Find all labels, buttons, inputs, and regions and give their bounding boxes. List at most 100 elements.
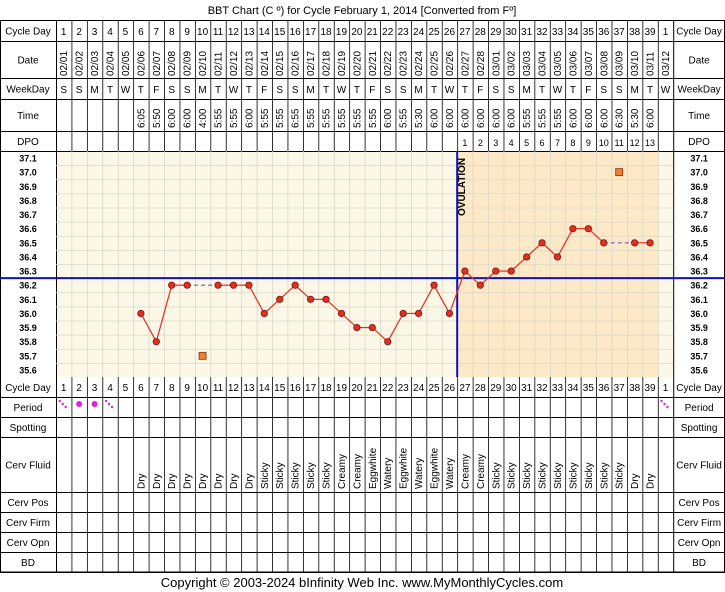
- cerv-fluid-cell: Sticky: [522, 462, 533, 489]
- period-spotting-dot: [107, 402, 111, 406]
- dpo-cell: 1: [462, 138, 467, 148]
- y-tick-label: 36.6: [19, 224, 37, 234]
- cycle-day-cell: 31: [521, 383, 533, 394]
- weekday-cell: S: [76, 85, 83, 96]
- cycle-day-cell: 20: [351, 383, 363, 394]
- time-cell: 6:55: [291, 108, 302, 128]
- dpo-cell: 4: [509, 138, 514, 148]
- cycle-day-cell: 24: [413, 383, 425, 394]
- cycle-day-cell: 7: [154, 27, 160, 38]
- cycle-day-cell: 5: [123, 27, 129, 38]
- date-cell: 02/27: [460, 51, 471, 76]
- row-label-left-dpo: DPO: [17, 137, 39, 148]
- y-tick-label: 36.4: [19, 252, 37, 262]
- weekday-cell: M: [90, 85, 98, 96]
- cycle-day-cell: 26: [444, 383, 456, 394]
- cerv-fluid-cell: Dry: [167, 473, 178, 489]
- time-cell: 6:00: [430, 108, 441, 128]
- date-cell: 03/08: [599, 51, 610, 76]
- weekday-cell: W: [337, 85, 347, 96]
- cerv-fluid-cell: Creamy: [460, 454, 471, 489]
- row-label-right-cycle-day: Cycle Day: [676, 383, 722, 394]
- temperature-point: [384, 338, 392, 346]
- row-label-right-cycle-day: Cycle Day: [676, 27, 722, 38]
- cycle-day-cell: 4: [107, 27, 113, 38]
- cerv-fluid-cell: Sticky: [584, 462, 595, 489]
- period-spotting-dot: [110, 405, 114, 409]
- temperature-point: [584, 225, 592, 233]
- cycle-day-cell: 15: [274, 383, 286, 394]
- discarded-temperature-point: [198, 351, 207, 360]
- cycle-day-cell: 16: [290, 27, 302, 38]
- y-tick-label: 36.9: [19, 182, 37, 192]
- time-cell: 6:00: [476, 108, 487, 128]
- time-cell: 5:55: [553, 108, 564, 128]
- cycle-day-cell: 5: [123, 383, 129, 394]
- temperature-segment: [448, 270, 466, 314]
- cycle-day-cell: 10: [197, 383, 209, 394]
- y-tick-label: 36.6: [690, 224, 708, 234]
- cycle-day-cell: 6: [138, 383, 144, 394]
- time-cell: 6:00: [507, 108, 518, 128]
- cycle-day-cell: 1: [663, 383, 669, 394]
- period-spotting-dot: [666, 405, 669, 409]
- temperature-segment: [418, 284, 435, 314]
- time-cell: 5:30: [630, 108, 641, 128]
- y-tick-label: 36.3: [690, 267, 708, 277]
- cycle-day-cell: 21: [367, 383, 379, 394]
- luteal-phase-area: [457, 151, 658, 377]
- time-cell: 5:30: [414, 108, 425, 128]
- cycle-day-cell: 33: [552, 383, 564, 394]
- time-cell: 5:55: [214, 108, 225, 128]
- time-cell: 6:00: [183, 108, 194, 128]
- time-cell: 5:55: [275, 108, 286, 128]
- date-cell: 03/05: [553, 51, 564, 76]
- date-cell: 02/22: [383, 51, 394, 76]
- time-cell: 5:55: [352, 108, 363, 128]
- temperature-segment: [140, 313, 157, 342]
- date-cell: 02/18: [322, 51, 333, 76]
- temperature-point: [214, 281, 222, 289]
- row-label-right-cerv-pos: Cerv Pos: [679, 498, 720, 509]
- cerv-fluid-cell: Dry: [152, 473, 163, 489]
- cycle-day-cell: 4: [107, 383, 113, 394]
- time-cell: 5:55: [522, 108, 533, 128]
- cycle-day-cell: 28: [475, 383, 487, 394]
- row-label-left-cerv-pos: Cerv Pos: [7, 498, 48, 509]
- weekday-cell: S: [184, 85, 191, 96]
- ovulation-label: OVULATION: [457, 158, 468, 216]
- cycle-day-cell: 27: [459, 27, 471, 38]
- time-cell: 5:50: [152, 108, 163, 128]
- y-tick-label: 35.9: [690, 323, 708, 333]
- time-cell: 6:00: [445, 108, 456, 128]
- temperature-point: [492, 267, 500, 275]
- cycle-day-cell: 22: [382, 383, 394, 394]
- row-label-right-date: Date: [689, 56, 711, 67]
- weekday-cell: T: [323, 85, 329, 96]
- cerv-fluid-cell: Creamy: [352, 454, 363, 489]
- cycle-day-cell: 10: [197, 27, 209, 38]
- cerv-fluid-cell: Dry: [183, 473, 194, 489]
- y-tick-label: 36.1: [690, 295, 708, 305]
- temperature-point: [291, 281, 299, 289]
- row-label-left-weekday: WeekDay: [6, 85, 49, 96]
- y-tick-label: 35.9: [19, 323, 37, 333]
- date-cell: 02/03: [90, 51, 101, 76]
- cycle-day-cell: 39: [644, 383, 656, 394]
- dpo-cell: 10: [599, 138, 609, 148]
- dpo-cell: 8: [570, 138, 575, 148]
- cycle-day-cell: 8: [169, 27, 175, 38]
- cycle-day-cell: 27: [459, 383, 471, 394]
- cycle-day-cell: 16: [290, 383, 302, 394]
- cycle-day-cell: 1: [61, 27, 67, 38]
- cycle-day-cell: 30: [506, 383, 518, 394]
- cycle-day-cell: 37: [614, 27, 626, 38]
- cerv-fluid-cell: Dry: [244, 473, 255, 489]
- row-label-left-cerv-fluid: Cerv Fluid: [5, 461, 51, 472]
- cycle-day-cell: 19: [336, 383, 348, 394]
- weekday-cell: S: [492, 85, 499, 96]
- cycle-day-cell: 14: [259, 27, 271, 38]
- date-cell: 03/03: [522, 51, 533, 76]
- date-cell: 02/21: [368, 51, 379, 76]
- cerv-fluid-cell: Eggwhite: [399, 447, 410, 489]
